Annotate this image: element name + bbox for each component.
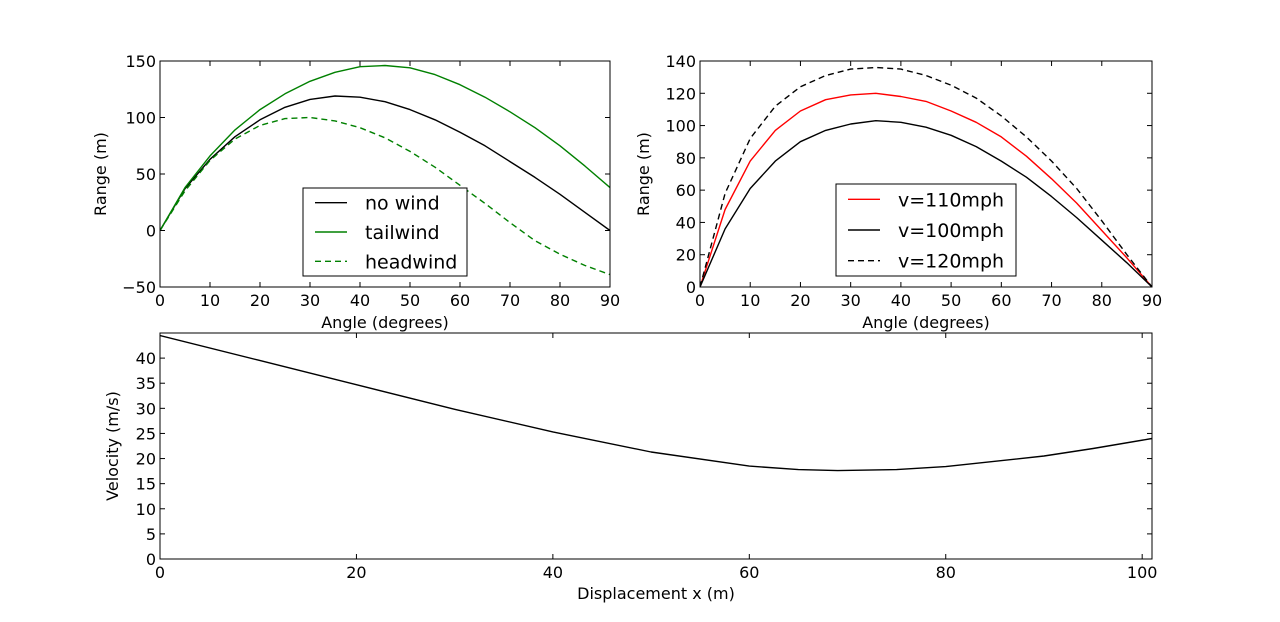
x-tick-label: 70: [500, 291, 520, 310]
x-tick-label: 30: [840, 291, 860, 310]
x-axis-label: Displacement x (m): [577, 584, 735, 603]
x-tick-label: 80: [550, 291, 570, 310]
y-tick-label: 15: [136, 475, 156, 494]
y-tick-label: 10: [136, 500, 156, 519]
x-tick-label: 60: [991, 291, 1011, 310]
x-tick-label: 80: [936, 563, 956, 582]
x-tick-label: 60: [450, 291, 470, 310]
y-axis-label: Range (m): [91, 132, 110, 216]
x-tick-label: 10: [740, 291, 760, 310]
series-line-tailwind: [160, 64, 610, 231]
y-tick-label: 0: [686, 278, 696, 297]
y-tick-label: 40: [136, 349, 156, 368]
y-axis-label: Range (m): [634, 132, 653, 216]
x-tick-label: 30: [300, 291, 320, 310]
legend-label: v=120mph: [898, 251, 1004, 273]
series-line-v-120mph: [700, 66, 1152, 287]
x-tick-label: 60: [739, 563, 759, 582]
y-tick-label: 140: [665, 52, 696, 71]
x-tick-label: 90: [600, 291, 620, 310]
y-tick-label: 20: [136, 450, 156, 469]
chart-velocity-displacement: 0 20 40 60 80 100 0 5 10 15 20 25 30 35 40 Displacement…: [103, 332, 1158, 603]
legend-label: headwind: [365, 251, 457, 273]
x-tick-label: 40: [543, 563, 563, 582]
axes-frame: [699, 60, 1153, 288]
series-group: [160, 64, 610, 276]
x-tick-label: 10: [200, 291, 220, 310]
y-tick-label: 120: [665, 84, 696, 103]
legend: no wind tailwind headwind: [302, 187, 468, 277]
y-tick-label: 50: [136, 165, 156, 184]
y-tick-label: 80: [676, 149, 696, 168]
chart-range-velocity: 0 10 20 30 40 50 60 70 80 90 0 20 40 60 80 100 120 140 Ang…: [634, 52, 1162, 332]
series-line-0: [160, 334, 1152, 472]
y-tick-label: 100: [125, 109, 156, 128]
y-tick-label: 0: [146, 222, 156, 241]
y-tick-label: 5: [146, 525, 156, 544]
legend-label: v=110mph: [898, 189, 1004, 211]
x-tick-label: 0: [695, 291, 705, 310]
x-tick-label: 50: [400, 291, 420, 310]
series-line-v-100mph: [700, 119, 1152, 287]
y-tick-label: 30: [136, 399, 156, 418]
y-tick-label: 40: [676, 213, 696, 232]
x-tick-label: 0: [155, 291, 165, 310]
x-tick-label: 90: [1142, 291, 1162, 310]
x-tick-label: 40: [891, 291, 911, 310]
legend-label: no wind: [365, 193, 440, 215]
legend-label: tailwind: [365, 222, 440, 244]
x-tick-label: 20: [250, 291, 270, 310]
x-tick-label: 50: [941, 291, 961, 310]
y-tick-label: 35: [136, 374, 156, 393]
y-tick-label: 20: [676, 246, 696, 265]
x-tick-label: 20: [790, 291, 810, 310]
x-tick-label: 40: [350, 291, 370, 310]
y-tick-label: 150: [125, 52, 156, 71]
y-axis-label: Velocity (m/s): [103, 391, 122, 501]
axes-frame: [159, 332, 1153, 560]
y-tick-label: 25: [136, 424, 156, 443]
y-tick-label: 100: [665, 117, 696, 136]
series-line-no-wind: [160, 95, 610, 232]
x-tick-label: 80: [1092, 291, 1112, 310]
series-line-v-110mph: [700, 92, 1152, 287]
y-tick-label: 0: [146, 550, 156, 569]
x-axis-label: Angle (degrees): [862, 313, 990, 332]
legend-label: v=100mph: [898, 220, 1004, 242]
series-group: [160, 334, 1152, 472]
x-tick-label: 70: [1041, 291, 1061, 310]
x-tick-label: 0: [155, 563, 165, 582]
x-tick-label: 20: [346, 563, 366, 582]
y-tick-label: 60: [676, 181, 696, 200]
x-tick-label: 100: [1127, 563, 1158, 582]
y-tick-label: −50: [122, 278, 156, 297]
series-group: [700, 66, 1152, 287]
x-axis-label: Angle (degrees): [321, 313, 449, 332]
legend: v=110mph v=100mph v=120mph: [835, 183, 1017, 277]
